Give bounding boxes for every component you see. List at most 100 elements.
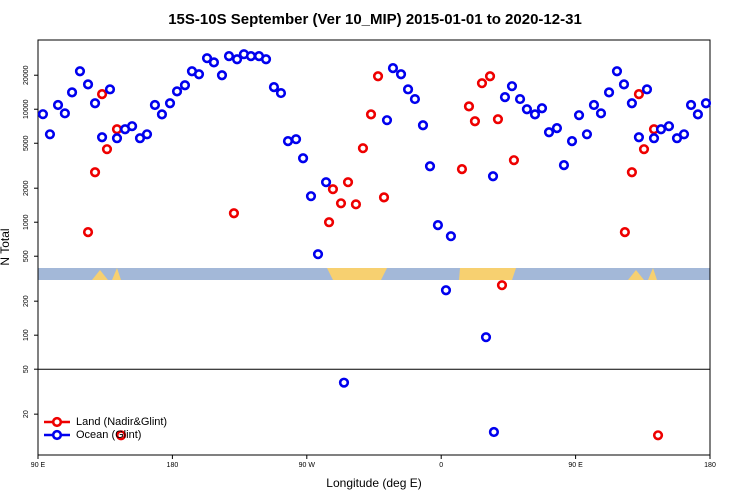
data-point	[223, 51, 235, 62]
data-point	[641, 84, 653, 95]
data-point	[323, 217, 335, 228]
y-tick-label: 20	[23, 410, 30, 418]
x-tick-label: 90 E	[568, 462, 583, 469]
data-point	[338, 377, 350, 388]
data-point	[193, 69, 205, 80]
data-point	[111, 133, 123, 144]
data-point	[409, 93, 421, 105]
data-point	[126, 121, 138, 132]
data-point	[111, 124, 123, 135]
data-point	[506, 81, 518, 92]
data-point	[104, 84, 116, 95]
data-point	[372, 71, 384, 82]
data-point	[638, 144, 650, 155]
data-point	[171, 86, 183, 97]
data-point	[327, 184, 339, 195]
data-point	[350, 199, 362, 210]
y-tick-label: 1000	[23, 214, 30, 230]
data-point	[566, 136, 578, 147]
data-point	[395, 69, 407, 80]
y-tick-label: 2000	[23, 180, 30, 196]
data-point	[445, 231, 457, 242]
data-point	[231, 54, 243, 65]
data-point	[320, 177, 332, 188]
data-point	[685, 99, 697, 111]
data-point	[487, 171, 499, 182]
data-point	[260, 54, 272, 65]
data-point	[700, 98, 712, 109]
data-point	[156, 109, 168, 120]
data-point	[141, 129, 153, 140]
data-point	[365, 109, 377, 120]
data-point	[381, 115, 393, 126]
x-tick-label: 180	[167, 462, 179, 469]
data-point	[357, 143, 369, 154]
legend-marker	[51, 416, 63, 428]
data-point	[432, 220, 444, 231]
data-point	[387, 63, 399, 74]
data-point	[335, 198, 347, 209]
chart-title: 15S-10S September (Ver 10_MIP) 2015-01-0…	[168, 11, 582, 28]
data-point	[521, 104, 533, 115]
data-point	[484, 71, 496, 82]
data-point	[290, 134, 302, 145]
data-point	[618, 79, 630, 90]
data-point	[633, 89, 645, 100]
legend-marker	[51, 429, 63, 441]
data-point	[201, 53, 213, 64]
y-axis-label: N Total	[0, 228, 12, 265]
data-point	[611, 66, 623, 77]
data-point	[74, 66, 86, 77]
data-point	[115, 430, 127, 441]
data-point	[37, 109, 49, 120]
x-tick-label: 90 W	[299, 462, 316, 469]
data-point	[595, 108, 607, 119]
legend-label: Land (Nadir&Glint)	[76, 416, 167, 428]
data-point	[655, 124, 667, 135]
y-tick-label: 5000	[23, 135, 30, 151]
data-point	[536, 103, 548, 114]
data-point	[66, 87, 78, 98]
data-point	[619, 227, 630, 238]
data-point	[82, 227, 94, 238]
data-point	[312, 249, 324, 260]
data-point	[652, 430, 664, 441]
data-point	[496, 280, 508, 291]
data-point	[440, 285, 452, 296]
data-point	[245, 51, 257, 62]
data-point	[282, 136, 294, 147]
data-point	[508, 155, 520, 166]
x-axis-label: Longitude (deg E)	[326, 476, 421, 490]
data-point	[179, 80, 191, 91]
data-point	[275, 87, 287, 99]
data-point	[208, 57, 220, 68]
y-tick-label: 200	[23, 295, 30, 307]
data-point	[626, 167, 637, 178]
data-point	[228, 208, 240, 219]
data-point	[603, 87, 615, 98]
data-point	[44, 129, 56, 140]
legend-label: Ocean (Glint)	[76, 429, 141, 441]
y-tick-label: 10000	[23, 99, 30, 119]
y-tick-label: 50	[23, 365, 30, 373]
data-point	[573, 110, 585, 121]
y-tick-label: 20000	[23, 65, 30, 85]
data-point	[529, 109, 541, 120]
data-point	[402, 84, 414, 95]
data-point	[480, 332, 492, 343]
data-point	[164, 98, 176, 109]
data-point	[488, 426, 500, 438]
data-point	[588, 99, 600, 111]
plot-frame	[37, 39, 711, 456]
data-point	[469, 116, 481, 127]
data-point	[378, 192, 390, 203]
data-point	[551, 123, 563, 134]
data-point	[581, 129, 593, 140]
data-point	[96, 132, 108, 143]
data-point	[89, 98, 101, 109]
data-point	[492, 114, 504, 125]
data-point	[417, 120, 429, 131]
data-point	[101, 144, 113, 155]
data-point	[499, 92, 511, 103]
data-point	[514, 93, 526, 105]
